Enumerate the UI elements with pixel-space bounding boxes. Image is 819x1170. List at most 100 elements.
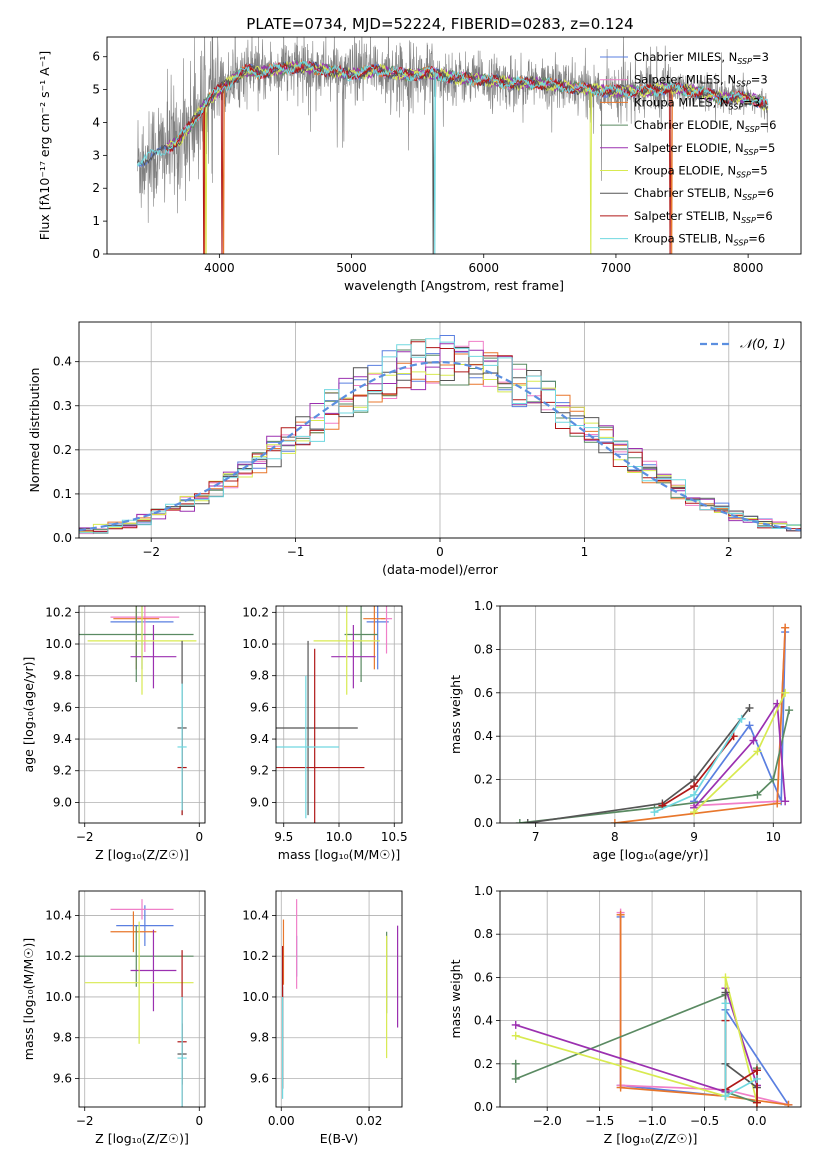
weight-marker-chabrier_stelib [721, 988, 730, 997]
weight-line-salpeter_elodie [693, 701, 787, 809]
weight-marker-chabrier_elodie [753, 790, 762, 799]
errorbar-kroupa_elodie [84, 921, 194, 1044]
weight-marker-kroupa_elodie [781, 688, 790, 697]
legend-subscript: SSP [734, 239, 749, 248]
y-axis-label: Normed distribution [27, 368, 42, 493]
y-tick-label: 9.6 [250, 1071, 269, 1085]
legend-n: =6 [760, 118, 777, 132]
x-tick-label: 10.0 [326, 830, 353, 844]
legend-n: =6 [757, 186, 774, 200]
y-tick-label: 9.6 [53, 1071, 72, 1085]
y-tick-label: 1.0 [474, 599, 493, 613]
errorbar-salpeter_elodie [130, 929, 177, 1012]
histogram-plot [79, 335, 801, 535]
weight_vs_z-axes: −2.0 −1.5 −1.0 −0.5 0.0 0.0 0.2 0.4 0.6 0.8 1.0 Z [… [448, 884, 802, 1146]
mass_vs_ebv-points [281, 899, 399, 1099]
age_vs_z-axes: −2 0 9.0 9.2 9.4 9.6 9.8 10.0 10.2 Z [log₁₀(Z/Z☉)… [21, 605, 206, 862]
y-tick-label: 9.8 [250, 669, 269, 683]
y-tick-label: 9.0 [53, 795, 72, 809]
y-axis-label: mass [log₁₀(M/M☉)] [21, 938, 36, 1060]
legend-name: Kroupa STELIB, N [634, 232, 734, 246]
errorbar-salpeter_miles [110, 606, 180, 652]
errorbar-kroupa_miles [363, 606, 386, 670]
y-tick-label: 10.4 [242, 908, 269, 922]
x-tick-label: 9 [690, 830, 698, 844]
legend-subscript: SSP [736, 171, 751, 180]
errorbar-chabrier_stelib [276, 640, 358, 816]
x-tick-label: 0 [436, 545, 444, 559]
x-tick-label: 7000 [601, 261, 632, 275]
y-tick-label: 9.8 [53, 1031, 72, 1045]
errorbar-salpeter_elodie [331, 625, 376, 689]
weight-marker-kroupa_miles [781, 623, 790, 632]
legend-n: =3 [743, 95, 760, 109]
y-tick-label: 10.0 [45, 990, 72, 1004]
y-tick-label: 10.0 [242, 637, 269, 651]
legend-name: Salpeter MILES, N [634, 73, 736, 87]
y-tick-label: 10.2 [242, 605, 269, 619]
weight-marker-kroupa_elodie [753, 747, 762, 756]
y-tick-label: 0.6 [474, 970, 493, 984]
errorbar-chabrier_elodie [344, 606, 378, 683]
y-tick-label: 0.3 [53, 399, 72, 413]
axes-frame [78, 605, 206, 824]
weight-marker-chabrier_miles [745, 721, 754, 730]
weight-marker-chabrier_elodie [511, 1074, 520, 1083]
x-tick-label: 4000 [204, 261, 235, 275]
x-tick-label: −2 [76, 830, 94, 844]
spectrum-axes: 4000 5000 6000 7000 8000 0 1 2 3 4 5 6 wavelength [A… [37, 36, 802, 293]
axes-frame [106, 36, 802, 255]
weight-line-chabrier_miles [693, 631, 787, 802]
y-tick-label: 1.0 [474, 884, 493, 898]
y-tick-label: 3 [92, 148, 100, 162]
errorbar-salpeter_miles [110, 899, 174, 920]
legend-subscript: SSP [729, 102, 744, 111]
weight-marker-kroupa_elodie [511, 1031, 520, 1040]
weight-marker-kroupa_elodie [690, 808, 699, 817]
legend-entry-chabrier_miles: Chabrier MILES, NSSP=3 [634, 50, 769, 66]
weight-marker-salpeter_stelib [690, 782, 699, 791]
legend-normal-label: 𝒩(0, 1) [740, 336, 786, 351]
legend-n: =3 [751, 73, 768, 87]
x-tick-label: −1 [287, 545, 305, 559]
x-axis-label: Z [log₁₀(Z/Z☉)] [604, 1131, 698, 1146]
weight-marker-kroupa_stelib [737, 714, 746, 723]
x-axis-label: wavelength [Angstrom, rest frame] [344, 278, 564, 293]
y-tick-label: 10.2 [242, 949, 269, 963]
y-tick-label: 0.2 [474, 1057, 493, 1071]
x-tick-label: 2 [725, 545, 733, 559]
legend-subscript: SSP [741, 216, 756, 225]
weight-marker-chabrier_elodie [785, 706, 794, 715]
legend-subscript: SSP [744, 148, 759, 157]
errorbar-chabrier_elodie [79, 925, 194, 987]
weight-marker-salpeter_stelib [752, 1066, 761, 1075]
errorbar-chabrier_elodie [79, 606, 194, 683]
y-tick-label: 0.8 [474, 927, 493, 941]
y-axis-label: age [log₁₀(age/yr)] [21, 657, 36, 773]
legend-n: =3 [752, 50, 769, 64]
legend-subscript: SSP [737, 57, 752, 66]
x-tick-label: −2 [76, 1114, 94, 1128]
axes-frame [78, 890, 206, 1108]
weight-marker-chabrier_stelib [745, 703, 754, 712]
weight-marker-kroupa_stelib [721, 1092, 730, 1101]
x-axis-label: mass [log₁₀(M/M☉)] [278, 847, 400, 862]
weight-marker-kroupa_miles [773, 799, 782, 808]
legend-name: Chabrier ELODIE, N [634, 118, 745, 132]
weight-marker-kroupa_miles [616, 1083, 625, 1092]
weight-marker-chabrier_elodie [515, 819, 524, 823]
axes-frame [499, 890, 802, 1108]
x-tick-label: −2 [142, 545, 160, 559]
x-tick-label: 8 [611, 830, 619, 844]
legend-subscript: SSP [742, 193, 757, 202]
y-tick-label: 5 [92, 83, 100, 97]
weight-marker-salpeter_elodie [781, 797, 790, 806]
y-tick-label: 1 [92, 214, 100, 228]
x-tick-label: 0.00 [268, 1114, 295, 1128]
residuals-axes: −2 −1 0 1 2 0.0 0.1 0.2 0.3 0.4 (data-model)/error… [27, 321, 802, 577]
legend-entry-kroupa_elodie: Kroupa ELODIE, NSSP=5 [634, 164, 768, 180]
errorbar-kroupa_elodie [87, 606, 197, 695]
weight_vs_age-lines [515, 623, 794, 823]
